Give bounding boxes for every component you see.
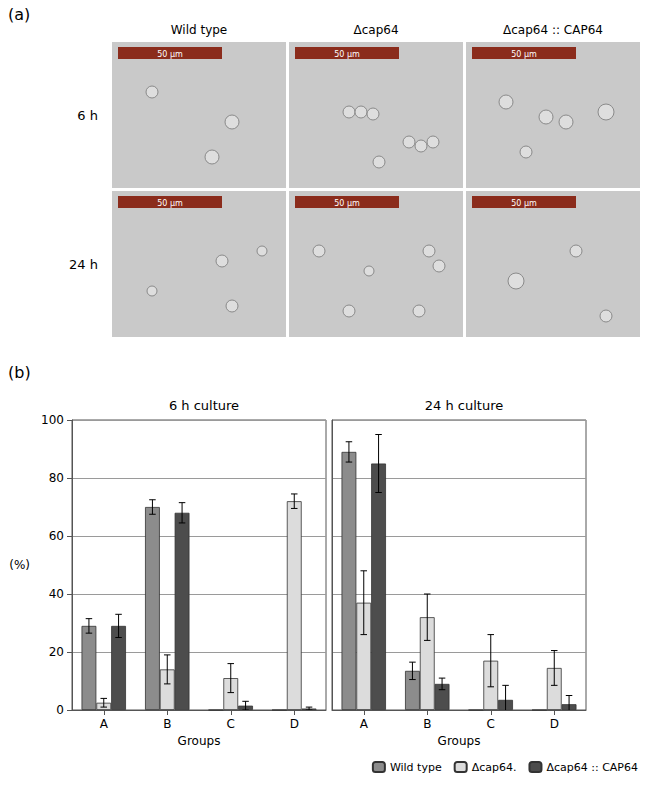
svg-text:40: 40: [49, 587, 64, 601]
svg-text:24 h: 24 h: [69, 257, 98, 272]
svg-text:60: 60: [49, 529, 64, 543]
svg-text:Δcap64.: Δcap64.: [472, 761, 517, 774]
svg-text:6 h: 6 h: [77, 108, 98, 123]
svg-text:(a): (a): [8, 5, 30, 24]
svg-text:20: 20: [49, 645, 64, 659]
svg-text:50 µm: 50 µm: [157, 50, 183, 59]
svg-text:50 µm: 50 µm: [511, 199, 537, 208]
svg-text:D: D: [550, 717, 559, 731]
svg-text:Δcap64 :: CAP64: Δcap64 :: CAP64: [503, 23, 603, 37]
svg-text:Wild type: Wild type: [171, 23, 228, 37]
svg-text:B: B: [163, 717, 171, 731]
svg-text:6 h culture: 6 h culture: [169, 398, 239, 413]
svg-text:D: D: [290, 717, 299, 731]
svg-text:80: 80: [49, 471, 64, 485]
svg-text:Groups: Groups: [438, 734, 481, 748]
svg-text:100: 100: [41, 413, 64, 427]
svg-text:Δcap64 :: CAP64: Δcap64 :: CAP64: [546, 761, 638, 774]
svg-text:Δcap64: Δcap64: [353, 23, 398, 37]
svg-text:50 µm: 50 µm: [157, 199, 183, 208]
svg-text:50 µm: 50 µm: [334, 50, 360, 59]
svg-text:A: A: [100, 717, 109, 731]
svg-text:50 µm: 50 µm: [511, 50, 537, 59]
svg-text:Groups: Groups: [178, 734, 221, 748]
svg-text:Wild type: Wild type: [390, 761, 442, 774]
svg-text:B: B: [423, 717, 431, 731]
svg-text:50 µm: 50 µm: [334, 199, 360, 208]
svg-text:24 h culture: 24 h culture: [425, 398, 503, 413]
svg-text:C: C: [227, 717, 235, 731]
svg-text:(b): (b): [8, 363, 31, 382]
svg-text:0: 0: [56, 703, 64, 717]
svg-text:(%): (%): [9, 558, 30, 572]
svg-text:C: C: [487, 717, 495, 731]
svg-text:A: A: [360, 717, 369, 731]
